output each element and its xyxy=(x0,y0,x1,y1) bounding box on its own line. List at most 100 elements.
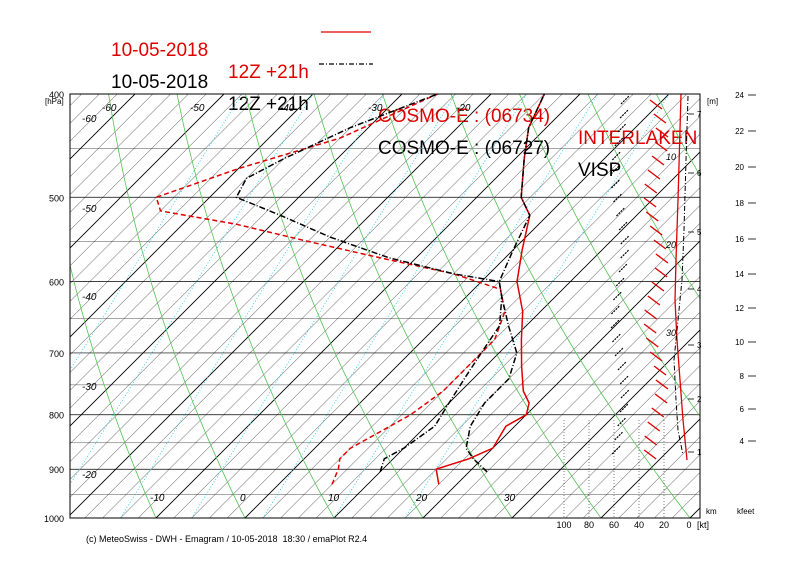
dry-adiabat-line xyxy=(519,94,700,417)
visp-wind-barb xyxy=(614,347,624,357)
visp-wind-barb xyxy=(618,263,628,273)
title-visp-station: VISP xyxy=(578,160,622,181)
title-interlaken-run: 12Z +21h xyxy=(228,62,309,83)
kfeet-tick-label: 20 xyxy=(735,163,744,172)
interlaken-wind-barb xyxy=(644,183,658,194)
isotherm-line xyxy=(70,94,225,249)
kfeet-axis-bottom-label: kfeet xyxy=(737,507,755,516)
interlaken-wind-barb xyxy=(655,379,669,390)
interlaken-wind-barb xyxy=(649,225,663,236)
interlaken-wind-barb xyxy=(655,253,669,264)
isotherm-line xyxy=(494,311,700,518)
isotherm-line xyxy=(600,418,700,518)
series-layer xyxy=(155,94,546,485)
isotherm-label: 20 xyxy=(415,493,428,504)
isotherm-line xyxy=(458,276,700,518)
wind-tick-label: 60 xyxy=(609,520,619,530)
isotherm-line xyxy=(476,294,700,518)
isotherm-line xyxy=(70,94,420,445)
isotherm-label: -30 xyxy=(82,382,97,393)
visp-wind-barb xyxy=(614,431,624,441)
height-tick-label: 3 xyxy=(697,341,702,350)
visp-wind-barb xyxy=(616,207,625,217)
isotherm-line xyxy=(529,347,700,518)
kfeet-tick-label: 14 xyxy=(735,270,744,279)
isotherm-line xyxy=(70,94,492,516)
interlaken-wind-barb xyxy=(644,435,658,446)
visp-wind-barb xyxy=(620,235,630,245)
isotherm-line xyxy=(440,258,700,518)
pressure-tick-label: 600 xyxy=(49,278,64,288)
plot-frame xyxy=(69,93,701,519)
visp-wind-barb xyxy=(611,179,620,189)
interlaken-wind-barb xyxy=(651,281,665,292)
isotherm-label: -60 xyxy=(102,103,117,114)
interlaken-wind-barb xyxy=(654,267,668,278)
kfeet-tick-label: 12 xyxy=(735,304,744,313)
visp-wind-barb xyxy=(617,361,627,371)
isotherm-line xyxy=(70,94,331,356)
isotherm-line xyxy=(70,94,100,124)
interlaken-wind-barb xyxy=(643,197,657,208)
kfeet-tick-label: 24 xyxy=(735,91,744,100)
wind-layer xyxy=(610,93,689,461)
isotherm-line xyxy=(70,94,136,160)
mixing-ratio-line xyxy=(404,94,670,518)
visp-wind-barb xyxy=(620,389,630,399)
height-tick-label: 2 xyxy=(697,395,702,404)
height-axis-bottom-label: km xyxy=(706,507,717,516)
isotherm-line xyxy=(761,94,800,518)
isotherm-line xyxy=(191,94,616,518)
dry-adiabat-line xyxy=(245,94,424,518)
title-interlaken-date: 10-05-2018 xyxy=(111,40,209,61)
isotherm-line xyxy=(70,94,171,195)
pressure-axis-unit: [hPa] xyxy=(45,97,64,106)
interlaken-wind-barb xyxy=(654,141,668,152)
mixing-ratio-line xyxy=(191,94,456,518)
isotherm-line xyxy=(708,94,800,518)
isotherm-line xyxy=(0,94,28,518)
kfeet-tick-label: 16 xyxy=(735,235,744,244)
isotherm-line xyxy=(84,94,509,518)
visp-wind-barb xyxy=(619,375,629,385)
title-interlaken-station: INTERLAKEN xyxy=(578,128,698,149)
footer-credit: (c) MeteoSwiss - DWH - Emagram / 10-05-2… xyxy=(86,534,368,544)
wind-tick-label: 20 xyxy=(659,520,669,530)
visp-dewpoint-line xyxy=(235,94,503,473)
isotherm-line xyxy=(70,94,385,409)
interlaken-wind-barb xyxy=(649,99,663,110)
visp-wind-speed-line xyxy=(673,95,689,456)
interlaken-wind-barb xyxy=(653,365,667,376)
isotherm-line xyxy=(565,383,700,518)
pressure-tick-label: 1000 xyxy=(44,514,64,524)
isotherm-line xyxy=(405,222,700,518)
isotherm-line xyxy=(70,94,189,213)
interlaken-wind-barb xyxy=(643,323,657,334)
isotherm-line xyxy=(351,169,700,518)
visp-wind-barb xyxy=(612,333,621,343)
dry-adiabat-line xyxy=(656,94,700,177)
visp-wind-barb xyxy=(610,319,620,329)
visp-wind-barb xyxy=(614,137,624,147)
isotherm-line xyxy=(369,187,700,518)
wind-tick-label: 0 xyxy=(686,520,691,530)
isotherm-line xyxy=(316,133,700,518)
title-visp-run: 12Z +21h xyxy=(228,94,309,115)
visp-wind-barb xyxy=(613,193,622,203)
isotherm-line xyxy=(70,94,438,462)
dry-adiabat-line xyxy=(587,94,700,300)
dry-adiabat-line xyxy=(313,94,513,518)
interlaken-temperature-line xyxy=(435,94,546,485)
isotherm-label: -40 xyxy=(82,292,97,303)
visp-wind-barb xyxy=(612,291,622,301)
pressure-tick-label: 800 xyxy=(49,411,64,421)
kfeet-tick-label: 4 xyxy=(740,437,745,446)
wind-axis-unit: [kt] xyxy=(697,520,709,530)
dry-adiabat-line xyxy=(176,94,335,518)
height-tick-label: 6 xyxy=(697,169,702,178)
dry-adiabat-line xyxy=(450,94,691,518)
mixing-ratio-line xyxy=(333,94,599,518)
isotherm-line xyxy=(70,94,82,106)
visp-wind-barb xyxy=(618,221,628,231)
